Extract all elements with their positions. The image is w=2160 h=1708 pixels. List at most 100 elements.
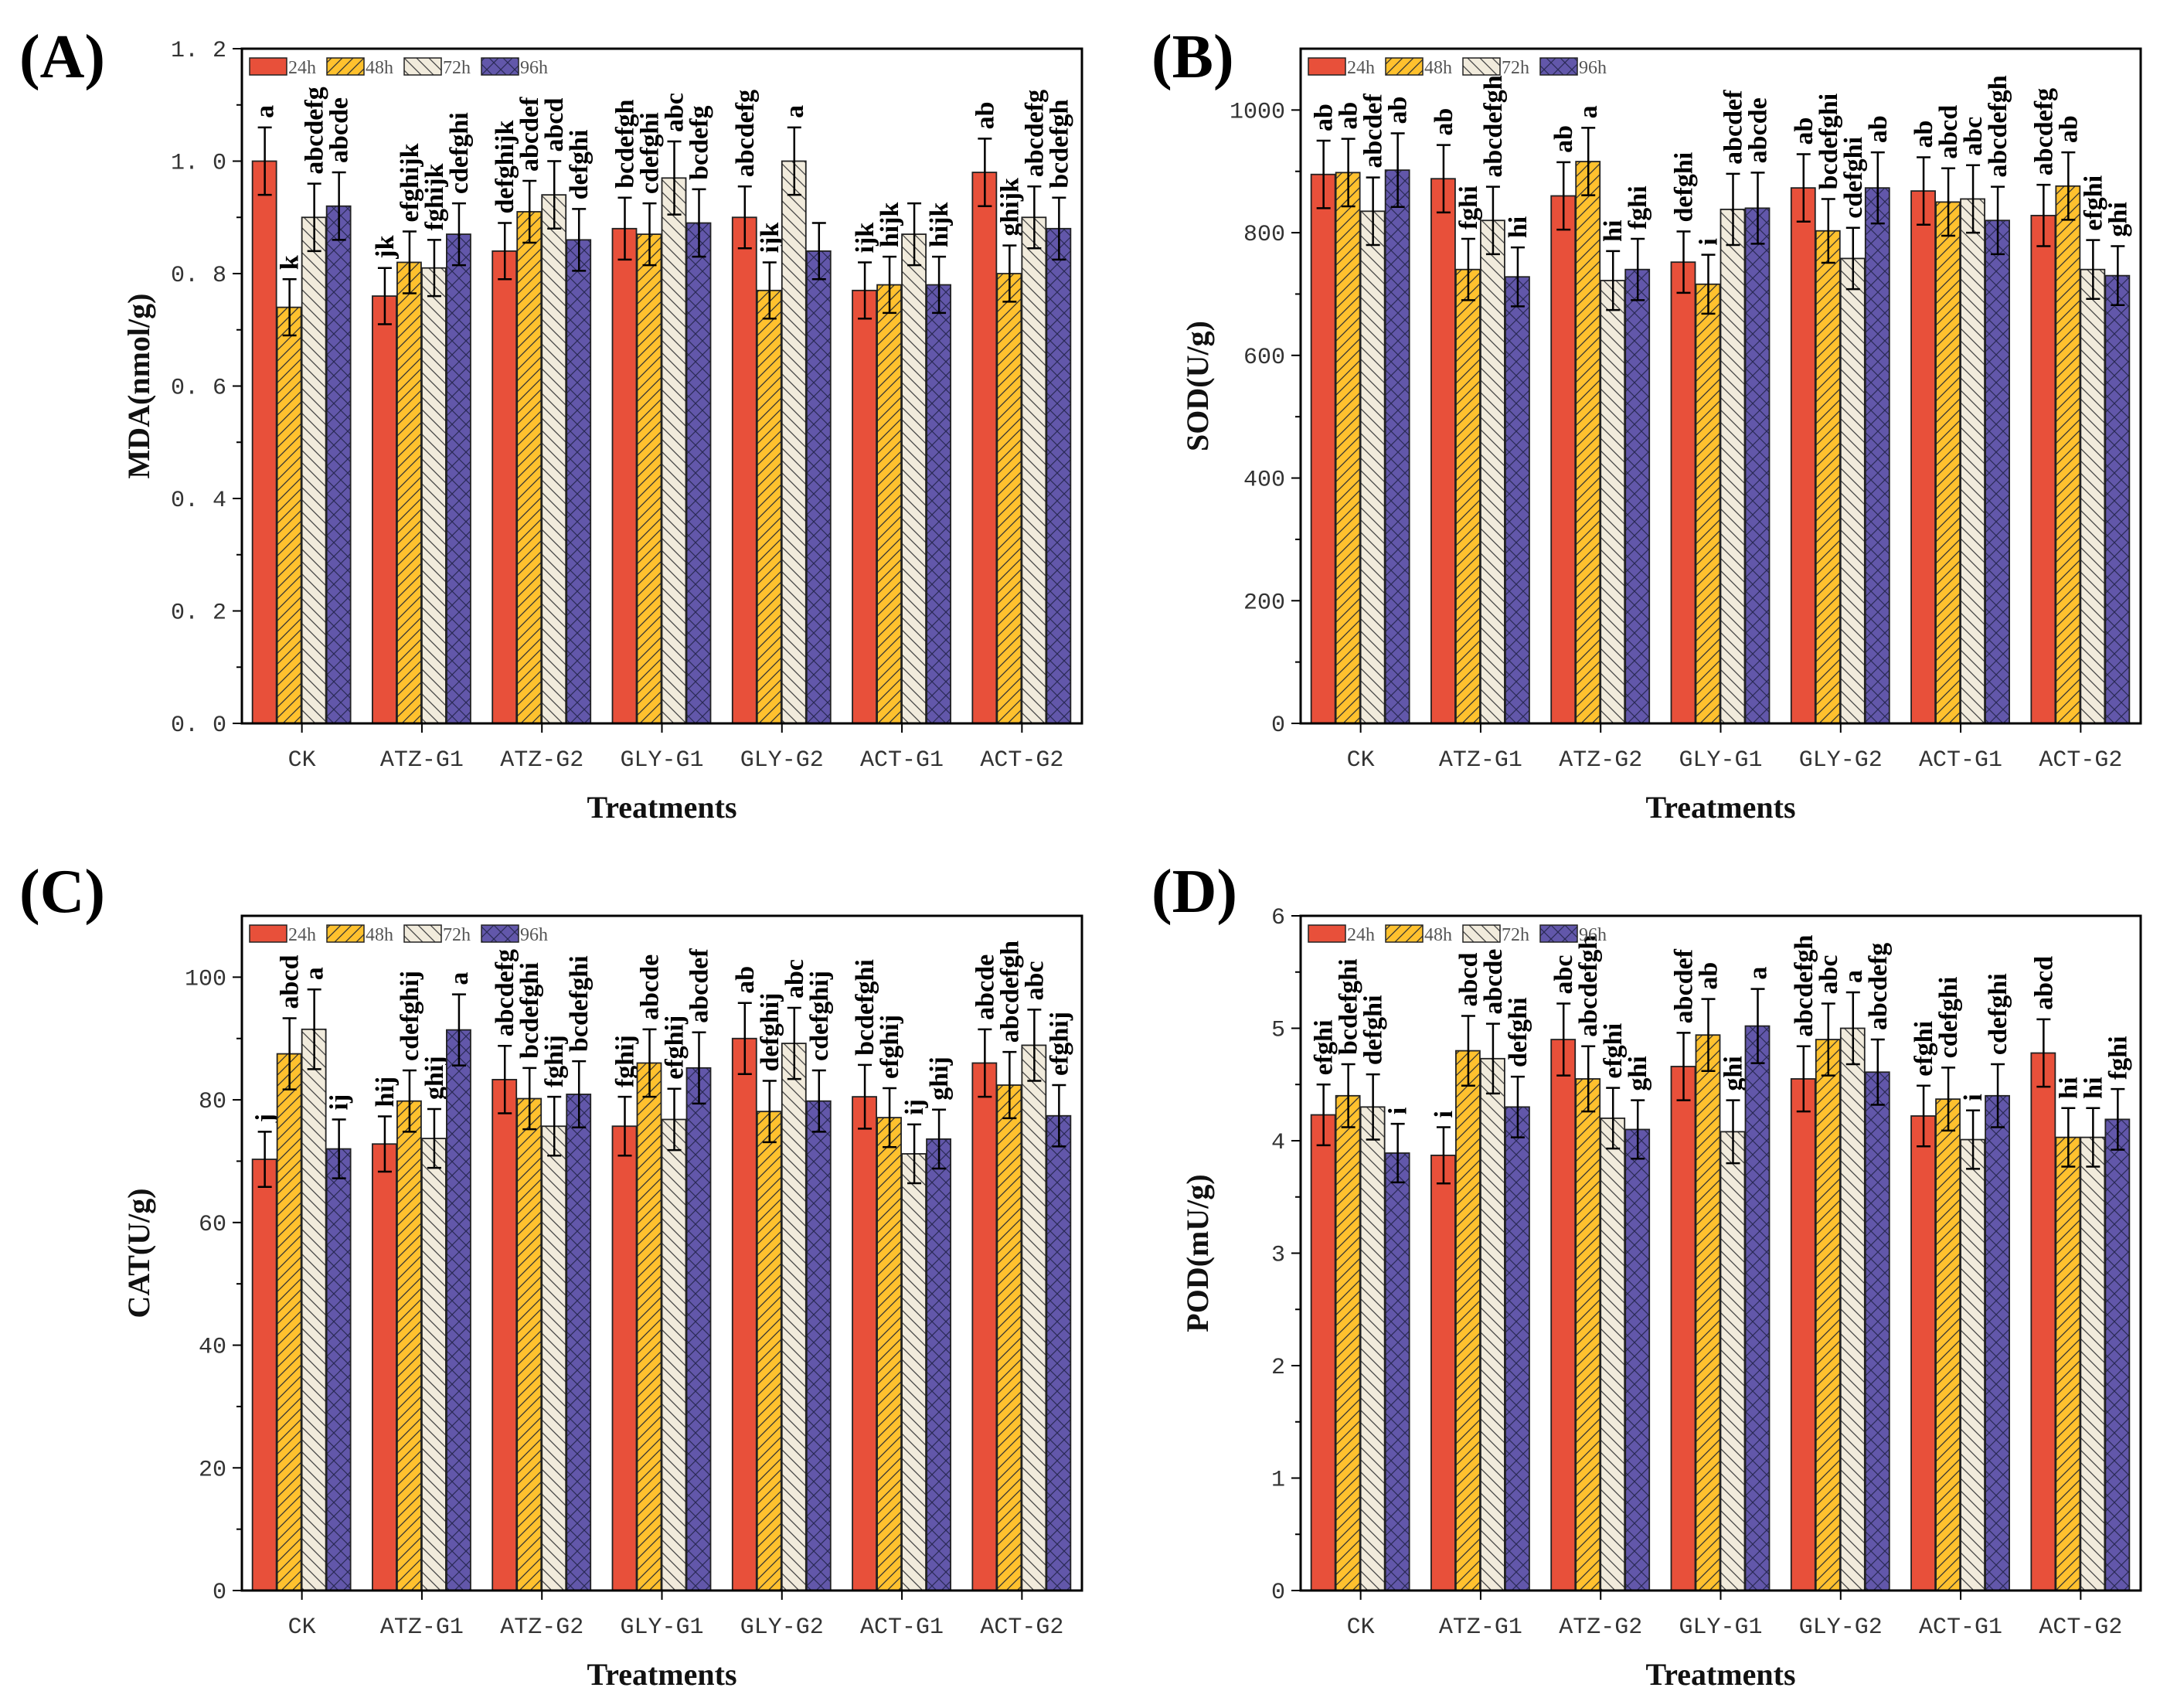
bar-24h-ACT-G2 bbox=[2030, 1052, 2056, 1591]
significance-label: defghij bbox=[756, 992, 784, 1071]
x-tick-label: GLY-G2 bbox=[1799, 1614, 1883, 1641]
bar-24h-GLY-G1 bbox=[611, 1125, 638, 1591]
bar-48h-CK bbox=[276, 1053, 302, 1591]
bar-72h-GLY-G2 bbox=[781, 160, 807, 724]
legend-swatch-24h bbox=[1308, 924, 1346, 943]
legend-swatch-48h bbox=[1385, 924, 1424, 943]
bar-48h-ATZ-G2 bbox=[1575, 1078, 1601, 1591]
x-tick-label: GLY-G1 bbox=[1679, 1614, 1762, 1641]
significance-label: abcd bbox=[2029, 956, 2058, 1010]
bar-96h-GLY-G1 bbox=[685, 222, 712, 724]
bar-24h-ATZ-G2 bbox=[1550, 195, 1577, 724]
bar-96h-ATZ-G1 bbox=[446, 233, 471, 724]
bar-96h-ACT-G2 bbox=[2104, 274, 2131, 724]
significance-label: a bbox=[445, 972, 474, 985]
significance-label: bcdefghi bbox=[515, 962, 544, 1059]
bar-96h-GLY-G2 bbox=[805, 1100, 832, 1591]
significance-label: abcde bbox=[1479, 949, 1508, 1015]
legend-label: 24h bbox=[1347, 925, 1375, 945]
bar-24h-CK bbox=[251, 1159, 277, 1591]
legend-label: 72h bbox=[1502, 58, 1529, 78]
legend-label: 48h bbox=[1424, 58, 1452, 78]
x-tick-label: ACT-G1 bbox=[860, 1614, 944, 1641]
significance-label: abcd bbox=[1454, 952, 1483, 1006]
bar-72h-ACT-G1 bbox=[1960, 198, 1985, 724]
x-axis-label: Treatments bbox=[587, 1657, 736, 1692]
significance-label: efghijk bbox=[396, 143, 424, 222]
bar-24h-GLY-G2 bbox=[1790, 1078, 1816, 1591]
significance-label: ab bbox=[2054, 115, 2083, 143]
significance-label: ghij bbox=[925, 1056, 954, 1101]
y-tick-label: 400 bbox=[1243, 468, 1285, 494]
legend-swatch-48h bbox=[1385, 57, 1424, 76]
bar-96h-ACT-G2 bbox=[1046, 1114, 1072, 1591]
significance-label: bcdefghi bbox=[1815, 94, 1843, 190]
significance-label: abc bbox=[1959, 117, 1988, 156]
bar-48h-GLY-G1 bbox=[636, 233, 662, 724]
significance-label: efghi bbox=[1910, 1021, 1938, 1077]
significance-label: defghijk bbox=[491, 121, 519, 214]
x-tick-label: ATZ-G1 bbox=[1439, 1614, 1522, 1641]
bar-96h-ATZ-G1 bbox=[1505, 276, 1530, 724]
y-tick-label: 0. 2 bbox=[171, 601, 226, 627]
significance-label: abc bbox=[1549, 954, 1578, 994]
bar-72h-ACT-G2 bbox=[2080, 1136, 2106, 1591]
y-tick-label: 200 bbox=[1243, 590, 1285, 616]
bar-24h-ATZ-G1 bbox=[1430, 178, 1456, 724]
bar-96h-ATZ-G2 bbox=[566, 239, 592, 724]
significance-label: abcdef bbox=[1670, 948, 1699, 1023]
significance-label: cdefghi bbox=[1984, 973, 2012, 1055]
bar-24h-ACT-G2 bbox=[2030, 214, 2056, 724]
significance-label: hij bbox=[371, 1077, 400, 1107]
significance-label: abc bbox=[1815, 954, 1843, 994]
bar-96h-ACT-G1 bbox=[926, 1138, 951, 1591]
significance-label: abcdefg bbox=[1864, 943, 1893, 1030]
significance-label: ghijk bbox=[995, 178, 1024, 236]
significance-label: hi bbox=[1504, 216, 1532, 238]
bar-48h-ATZ-G1 bbox=[396, 261, 422, 724]
bar-72h-ATZ-G1 bbox=[421, 267, 447, 724]
y-axis-label: MDA(nmol/g) bbox=[121, 294, 156, 479]
significance-label: a bbox=[251, 105, 280, 118]
bar-96h-GLY-G2 bbox=[1864, 187, 1890, 724]
bar-48h-GLY-G2 bbox=[756, 1111, 782, 1591]
legend-label: 48h bbox=[366, 925, 393, 945]
y-tick-label: 600 bbox=[1243, 345, 1285, 371]
legend-label: 72h bbox=[1502, 925, 1529, 945]
significance-label: cdefghi bbox=[1934, 977, 1963, 1059]
bar-72h-GLY-G1 bbox=[661, 177, 687, 724]
significance-label: ab bbox=[1910, 121, 1938, 148]
legend-label: 72h bbox=[443, 925, 471, 945]
significance-label: abc bbox=[781, 959, 809, 999]
x-tick-label: ACT-G2 bbox=[2039, 1614, 2122, 1641]
bar-24h-CK bbox=[1310, 173, 1336, 724]
x-tick-label: GLY-G1 bbox=[1679, 747, 1762, 774]
x-axis-label: Treatments bbox=[1645, 1657, 1795, 1692]
bar-48h-ACT-G2 bbox=[996, 273, 1022, 724]
bar-96h-CK bbox=[1384, 1152, 1410, 1591]
bar-72h-ATZ-G1 bbox=[1480, 219, 1505, 724]
significance-label: ghi bbox=[1719, 1056, 1748, 1090]
significance-label: i bbox=[1430, 1111, 1458, 1118]
bar-72h-ACT-G1 bbox=[901, 1153, 927, 1591]
plot-frame bbox=[240, 914, 1083, 1592]
y-tick-label: 20 bbox=[199, 1457, 226, 1483]
bar-48h-ACT-G2 bbox=[2055, 185, 2081, 724]
significance-label: efghij bbox=[661, 1016, 689, 1080]
legend-swatch-72h bbox=[403, 924, 442, 943]
legend-swatch-96h bbox=[1539, 924, 1578, 943]
bar-72h-ACT-G1 bbox=[1960, 1138, 1985, 1591]
bar-72h-GLY-G2 bbox=[1839, 1027, 1866, 1591]
significance-label: i bbox=[1695, 238, 1723, 245]
bar-48h-GLY-G2 bbox=[1815, 230, 1841, 724]
x-tick-label: CK bbox=[288, 747, 316, 774]
plot-frame bbox=[240, 47, 1083, 725]
bar-24h-ACT-G1 bbox=[1910, 1115, 1936, 1591]
legend-label: 96h bbox=[1579, 58, 1607, 78]
y-axis-label: POD(mU/g) bbox=[1180, 1174, 1215, 1332]
significance-label: fghij bbox=[611, 1035, 640, 1087]
bar-72h-ACT-G1 bbox=[901, 233, 927, 724]
significance-label: abcdefg bbox=[731, 90, 760, 177]
significance-label: defghi bbox=[1504, 997, 1532, 1067]
